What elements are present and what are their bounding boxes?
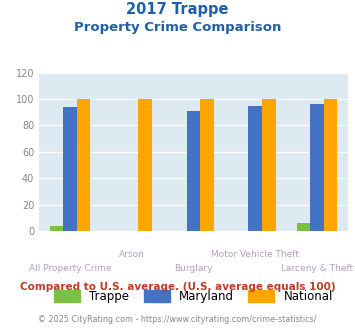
Text: 2017 Trappe: 2017 Trappe bbox=[126, 2, 229, 16]
Text: Larceny & Theft: Larceny & Theft bbox=[281, 264, 353, 273]
Bar bbox=[200, 99, 214, 231]
Text: Compared to U.S. average. (U.S. average equals 100): Compared to U.S. average. (U.S. average … bbox=[20, 282, 335, 292]
Bar bbox=[324, 99, 337, 231]
Bar bbox=[187, 111, 200, 231]
Text: All Property Crime: All Property Crime bbox=[29, 264, 111, 273]
Bar bbox=[262, 99, 275, 231]
Bar bbox=[50, 226, 63, 231]
Text: Burglary: Burglary bbox=[174, 264, 213, 273]
Bar bbox=[297, 223, 310, 231]
Text: © 2025 CityRating.com - https://www.cityrating.com/crime-statistics/: © 2025 CityRating.com - https://www.city… bbox=[38, 315, 317, 324]
Bar bbox=[310, 104, 324, 231]
Legend: Trappe, Maryland, National: Trappe, Maryland, National bbox=[48, 284, 339, 309]
Bar bbox=[138, 99, 152, 231]
Bar bbox=[63, 107, 77, 231]
Bar bbox=[77, 99, 90, 231]
Text: Arson: Arson bbox=[119, 250, 144, 259]
Bar bbox=[248, 106, 262, 231]
Text: Motor Vehicle Theft: Motor Vehicle Theft bbox=[211, 250, 299, 259]
Text: Property Crime Comparison: Property Crime Comparison bbox=[74, 21, 281, 34]
